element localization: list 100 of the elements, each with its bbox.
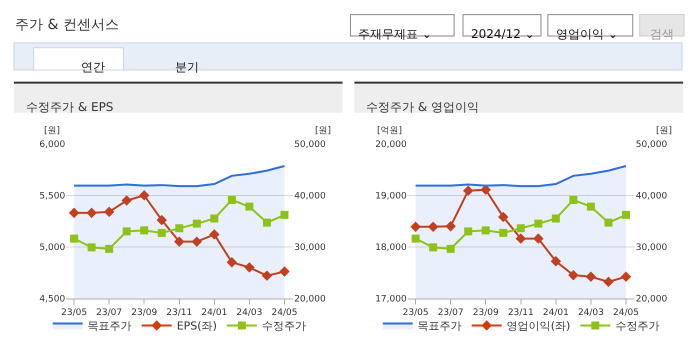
point: [174, 236, 184, 247]
x-tick-label: 23/11: [166, 308, 192, 318]
point: [209, 229, 220, 240]
point: [533, 233, 544, 244]
point: [445, 221, 456, 232]
y-tick-label: 5,000: [39, 242, 66, 253]
text: 주가 & 컨센서스: [15, 17, 119, 33]
point: [88, 243, 96, 252]
point: [428, 222, 438, 232]
point: [603, 276, 614, 288]
chart-title: 수정주가 & EPS: [26, 100, 114, 114]
point: [262, 218, 271, 227]
x-tick-label: 23/05: [61, 308, 88, 318]
text: 2024/12 ⌄: [471, 27, 535, 41]
x-tick-label: 23/09: [131, 308, 158, 318]
point: [516, 224, 525, 232]
point: [446, 244, 455, 253]
point: [245, 202, 254, 211]
y-tick-label: 19,000: [375, 192, 407, 202]
y-tick-label: 20,000: [375, 140, 407, 150]
x-tick-label: 23/05: [402, 308, 429, 318]
point: [550, 256, 562, 266]
legend-label: 목표주가: [88, 320, 132, 333]
y-tick-label: 18,000: [375, 242, 407, 253]
x-tick-label: 24/05: [271, 308, 298, 318]
point: [552, 214, 560, 223]
point: [158, 228, 166, 237]
legend-label: 수정주가: [262, 320, 306, 333]
y2-tick-label: 20,000: [294, 294, 326, 304]
x-tick-label: 23/07: [96, 308, 122, 318]
point: [280, 210, 288, 219]
legend-label: 목표주가: [418, 320, 462, 333]
x-tick-label: 24/01: [542, 308, 569, 318]
x-tick-label: 23/11: [508, 308, 534, 318]
text: 분기: [175, 60, 199, 74]
point: [139, 190, 150, 201]
point: [262, 270, 272, 281]
point: [226, 257, 238, 268]
point: [244, 262, 255, 273]
point: [156, 214, 167, 226]
point: [410, 222, 421, 232]
y2-tick-label: 30,000: [294, 242, 326, 253]
y2-tick-label: 50,000: [636, 140, 668, 150]
y-axis-title: [원]: [44, 126, 60, 136]
point: [516, 233, 526, 244]
x-tick-label: 24/03: [236, 308, 262, 318]
y2-tick-label: 40,000: [294, 192, 326, 202]
x-tick-label: 23/09: [472, 308, 499, 318]
point: [210, 214, 218, 223]
y-tick-label: 6,000: [39, 140, 66, 150]
point: [620, 271, 632, 282]
x-tick-label: 24/01: [201, 308, 228, 318]
text: 주재무제표 ⌄: [358, 27, 432, 41]
point: [482, 226, 490, 234]
point: [534, 220, 542, 228]
point: [429, 243, 438, 252]
x-tick-label: 24/05: [613, 308, 639, 318]
text: 영업이익 ⌄: [556, 27, 618, 41]
y-tick-label: 17,000: [375, 294, 407, 304]
y2-tick-label: 50,000: [294, 140, 326, 150]
point: [105, 244, 114, 253]
legend-label: EPS(좌): [176, 320, 217, 333]
point: [586, 202, 595, 211]
y2-tick-label: 40,000: [636, 192, 668, 202]
text: 연간: [81, 60, 105, 74]
point: [192, 220, 201, 228]
text: 검색: [650, 27, 674, 41]
point: [499, 228, 508, 237]
y2-tick-label: 30,000: [636, 242, 668, 253]
point: [279, 266, 290, 277]
point: [140, 226, 148, 234]
legend-label: 수정주가: [615, 320, 660, 333]
point: [192, 236, 202, 247]
chart-title: 수정주가 & 영업이익: [366, 100, 479, 114]
point: [86, 208, 97, 218]
point: [104, 206, 114, 218]
y-tick-label: 5,500: [39, 192, 66, 202]
point: [622, 210, 630, 219]
point: [175, 224, 184, 232]
point: [68, 208, 80, 218]
legend-label: 영업이익(좌): [506, 320, 570, 333]
y-tick-label: 4,500: [39, 294, 66, 304]
point: [70, 234, 78, 243]
point: [122, 227, 131, 236]
y-axis-title: [억원]: [377, 126, 402, 136]
x-tick-label: 24/03: [578, 308, 604, 318]
point: [462, 186, 474, 196]
point: [604, 218, 612, 227]
point: [498, 212, 508, 222]
point: [464, 227, 472, 236]
y2-tick-label: 20,000: [636, 294, 668, 304]
x-tick-label: 23/07: [438, 308, 464, 318]
y2-axis-title: [원]: [656, 126, 672, 136]
point: [228, 196, 236, 204]
point: [568, 270, 579, 280]
point: [586, 271, 596, 282]
point: [412, 234, 420, 243]
point: [121, 195, 132, 206]
y2-axis-title: [원]: [315, 126, 332, 136]
point: [480, 184, 491, 195]
